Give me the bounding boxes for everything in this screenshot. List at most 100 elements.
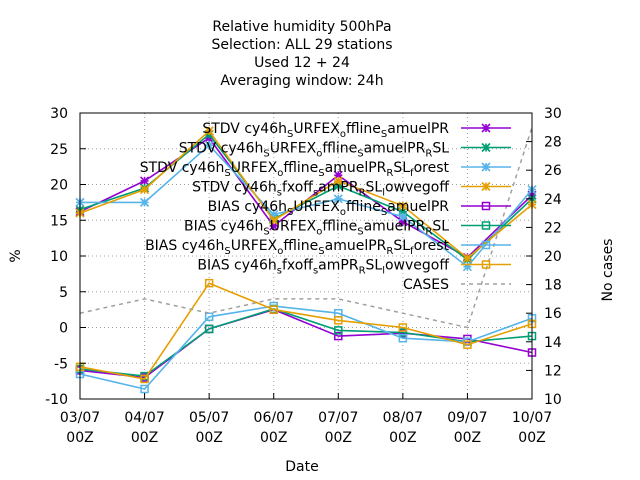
legend-label: STDV cy46hSURFEXofflineSamuelPRRSL: [179, 141, 450, 160]
legend-entry-5: BIAS cy46hSURFEXofflineSamuelPR: [208, 199, 511, 218]
y-tick-label: -10: [45, 392, 68, 408]
legend-entry-4: STDV cy46hsfxoffsamPRRSLlowvegoff: [192, 180, 511, 199]
y-tick-label: 15: [50, 213, 68, 229]
y2-tick-label: 26: [544, 163, 562, 179]
series-lines: [75, 126, 537, 394]
data-point: [398, 207, 408, 217]
data-point: [398, 217, 408, 227]
chart-title: Relative humidity 500hPa Selection: ALL 2…: [211, 19, 392, 89]
legend-marker: [481, 240, 491, 250]
series-line: [79, 282, 533, 380]
data-point: [204, 312, 214, 322]
legend-entry-3: STDV cy46hSURFEXofflineSamuelPRRSLforest: [140, 160, 511, 179]
x-tick-label: 00Z: [66, 430, 93, 446]
data-point: [140, 176, 150, 186]
y-tick-label: 0: [59, 321, 68, 337]
data-point: [398, 333, 408, 343]
y-tick-label: 30: [50, 106, 68, 122]
x-tick-label: 00Z: [325, 430, 352, 446]
legend-label: STDV cy46hSURFEXofflineSamuelPR: [202, 121, 449, 140]
x-tick-label: 00Z: [260, 430, 287, 446]
series-5: [75, 305, 537, 382]
data-point: [333, 176, 343, 186]
x-axis-label: Date: [285, 459, 318, 475]
y-tick-label: 20: [50, 178, 68, 194]
x-tick-label: 06/07: [254, 410, 294, 426]
data-point: [204, 140, 214, 150]
data-point: [334, 316, 343, 325]
title-line-2: Selection: ALL 29 stations: [211, 37, 392, 53]
x-tick-label: 00Z: [389, 430, 416, 446]
x-tick-label: 08/07: [383, 410, 423, 426]
legend-marker: [481, 123, 491, 133]
data-point: [269, 305, 278, 314]
data-point: [398, 328, 408, 337]
y-tick-label: 10: [50, 249, 68, 265]
series-line: [79, 308, 533, 379]
axis-ticks: -10 -5 0 5 10 15 20 25 30 10 12 14 16 18 20 22 24 26 28 30 0…: [45, 106, 562, 446]
legend-label: BIAS cy46hSURFEXofflineSamuelPRRSLforest: [145, 238, 449, 257]
x-tick-label: 07/07: [318, 410, 358, 426]
legend-entry-6: BIAS cy46hSURFEXofflineSamuelPRRSL: [184, 219, 511, 238]
legend-label: BIAS cy46hSURFEXofflineSamuelPR: [208, 199, 450, 218]
x-tick-label: 10/07: [512, 410, 552, 426]
data-point: [462, 262, 472, 272]
x-tick-label: 05/07: [189, 410, 229, 426]
legend-marker: [481, 221, 491, 230]
legend-entry-7: BIAS cy46hSURFEXofflineSamuelPRRSLforest: [145, 238, 511, 257]
y2-axis-label: No cases: [600, 239, 616, 302]
data-point: [269, 215, 279, 225]
data-point: [140, 374, 149, 384]
x-tick-label: 09/07: [447, 410, 487, 426]
title-line-1: Relative humidity 500hPa: [212, 19, 391, 35]
legend-entry-8: BIAS cy46hsfxoffsamPRRSLlowvegoff: [197, 258, 511, 277]
x-tick-label: 00Z: [518, 430, 545, 446]
y2-tick-label: 18: [544, 278, 562, 294]
x-tick-label: 00Z: [454, 430, 481, 446]
y2-tick-label: 12: [544, 363, 562, 379]
x-tick-label: 04/07: [124, 410, 164, 426]
y2-tick-label: 14: [544, 335, 562, 351]
data-point: [334, 326, 343, 335]
series-line: [79, 308, 533, 377]
legend-label: STDV cy46hSURFEXofflineSamuelPRRSLforest: [140, 160, 450, 179]
y-tick-label: 25: [50, 142, 68, 158]
x-tick-label: 00Z: [131, 430, 158, 446]
y-tick-label: 5: [59, 285, 68, 301]
data-point: [140, 197, 150, 207]
data-point: [398, 323, 408, 332]
data-point: [140, 384, 149, 394]
series-line: [79, 129, 533, 260]
grid: [80, 113, 532, 399]
y-axis-label: %: [8, 249, 24, 262]
y2-tick-label: 30: [544, 106, 562, 122]
legend-entry-9: CASES: [403, 277, 511, 293]
y2-tick-label: 22: [544, 220, 562, 236]
y2-tick-label: 28: [544, 135, 562, 151]
legend-entry-1: STDV cy46hSURFEXofflineSamuelPR: [202, 121, 511, 140]
x-tick-label: 00Z: [195, 430, 222, 446]
legend-marker: [481, 142, 491, 153]
y2-tick-label: 20: [544, 249, 562, 265]
y2-tick-label: 10: [544, 392, 562, 408]
series-9: [79, 127, 533, 329]
x-tick-label: 03/07: [60, 410, 100, 426]
legend-marker: [481, 201, 491, 211]
data-point: [333, 170, 343, 180]
title-line-3: Used 12 + 24: [254, 55, 350, 71]
data-point: [269, 209, 279, 220]
data-point: [462, 253, 472, 263]
data-point: [398, 201, 408, 211]
data-point: [398, 212, 408, 222]
data-point: [463, 340, 472, 349]
data-point: [204, 324, 214, 334]
data-point: [140, 184, 150, 195]
series-line: [80, 144, 533, 268]
data-point: [333, 194, 343, 204]
data-point: [204, 278, 214, 288]
legend-marker: [481, 260, 491, 269]
legend-label: BIAS cy46hsfxoffsamPRRSLlowvegoff: [197, 258, 449, 277]
legend-label: STDV cy46hsfxoffsamPRRSLlowvegoff: [192, 180, 449, 199]
legend-entry-2: STDV cy46hSURFEXofflineSamuelPRRSL: [179, 141, 511, 160]
